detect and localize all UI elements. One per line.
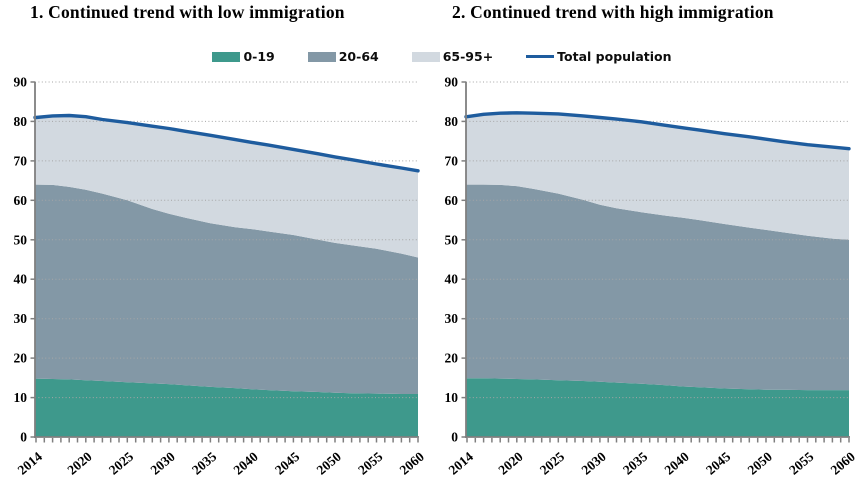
legend-line-total-population: [526, 54, 555, 59]
svg-text:2050: 2050: [314, 449, 345, 478]
legend-item-total-population: Total population: [526, 49, 672, 64]
svg-text:2030: 2030: [579, 449, 610, 478]
svg-text:2014: 2014: [15, 449, 46, 478]
svg-text:2040: 2040: [231, 449, 262, 478]
svg-text:20: 20: [445, 351, 459, 366]
svg-text:2035: 2035: [189, 449, 220, 478]
svg-text:40: 40: [14, 272, 28, 287]
svg-text:2055: 2055: [355, 449, 386, 478]
svg-text:2014: 2014: [446, 449, 477, 478]
svg-text:2035: 2035: [620, 449, 651, 478]
svg-text:20: 20: [14, 351, 28, 366]
svg-text:10: 10: [445, 390, 459, 405]
svg-text:0: 0: [20, 430, 27, 445]
svg-text:90: 90: [445, 75, 459, 90]
svg-text:50: 50: [14, 232, 28, 247]
svg-text:60: 60: [445, 193, 459, 208]
svg-text:2045: 2045: [272, 449, 303, 478]
svg-text:30: 30: [445, 311, 459, 326]
svg-text:90: 90: [14, 75, 28, 90]
svg-text:2020: 2020: [64, 449, 95, 478]
svg-text:80: 80: [445, 114, 459, 129]
svg-text:30: 30: [14, 311, 28, 326]
svg-text:40: 40: [445, 272, 459, 287]
svg-text:2050: 2050: [745, 449, 776, 478]
svg-text:10: 10: [14, 390, 28, 405]
legend-label-65-95: 65-95+: [442, 49, 494, 64]
legend-item-0-19: 0-19: [212, 49, 275, 64]
legend-item-20-64: 20-64: [307, 49, 379, 64]
legend-swatch-0-19: [212, 51, 241, 62]
svg-text:2045: 2045: [703, 449, 734, 478]
chart-panel-high-immigration: 2. Continued trend with high immigration…: [431, 0, 862, 488]
svg-text:2060: 2060: [397, 449, 428, 478]
svg-text:60: 60: [14, 193, 28, 208]
legend-item-65-95: 65-95+: [411, 49, 494, 64]
svg-text:50: 50: [445, 232, 459, 247]
legend-swatch-65-95: [411, 51, 440, 62]
svg-text:2025: 2025: [537, 449, 568, 478]
svg-text:70: 70: [445, 153, 459, 168]
svg-text:2060: 2060: [828, 449, 859, 478]
legend-label-0-19: 0-19: [243, 49, 275, 64]
svg-text:0: 0: [451, 430, 458, 445]
chart-legend: 0-19 20-64 65-95+ Total population: [11, 49, 862, 64]
chart-title-low-immigration: 1. Continued trend with low immigration: [30, 2, 345, 22]
legend-label-20-64: 20-64: [338, 49, 379, 64]
svg-text:2025: 2025: [106, 449, 137, 478]
svg-text:2040: 2040: [662, 449, 693, 478]
legend-label-total-population: Total population: [557, 49, 672, 64]
svg-text:70: 70: [14, 153, 28, 168]
svg-text:80: 80: [14, 114, 28, 129]
legend-swatch-20-64: [307, 51, 336, 62]
chart-title-high-immigration: 2. Continued trend with high immigration: [452, 2, 774, 22]
svg-text:2055: 2055: [786, 449, 817, 478]
svg-text:2020: 2020: [495, 449, 526, 478]
svg-text:2030: 2030: [148, 449, 179, 478]
chart-panel-low-immigration: 1. Continued trend with low immigration …: [14, 2, 428, 478]
